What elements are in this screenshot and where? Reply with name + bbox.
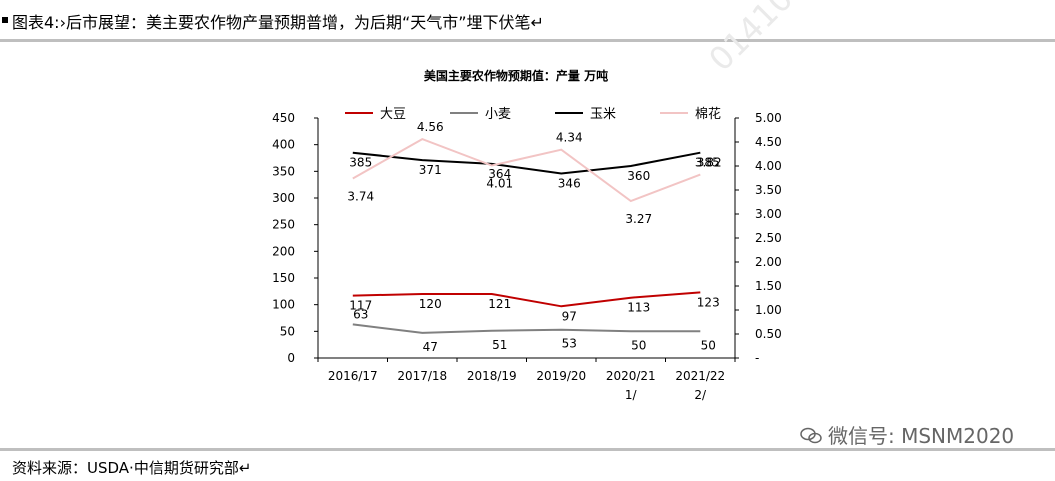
y-left-tick-label: 0 [287, 351, 295, 365]
y-left-tick-label: 450 [272, 111, 295, 125]
legend-label: 玉米 [590, 107, 616, 122]
chart-title: 美国主要农作物预期值：产量 万吨 [424, 68, 608, 83]
data-label: 385 [697, 156, 720, 170]
y-right-tick-label: 0.50 [755, 327, 782, 341]
bullet-marker [2, 17, 8, 23]
x-tick-label: 2/ [694, 388, 707, 402]
wechat-watermark: 微信号: MSNM2020 [800, 420, 1014, 449]
data-label: 53 [562, 337, 577, 351]
data-label: 51 [492, 338, 507, 352]
x-tick-label: 2016/17 [328, 369, 378, 383]
y-left-tick-label: 150 [272, 271, 295, 285]
y-right-tick-label: 2.50 [755, 231, 782, 245]
data-label: 4.34 [556, 131, 583, 145]
y-right-tick-label: - [755, 351, 759, 365]
series-line [352, 151, 701, 175]
data-label: 364 [488, 167, 511, 181]
header-rule [0, 39, 1055, 42]
legend: 大豆 小麦 玉米 棉花 [345, 106, 721, 122]
data-label: 113 [627, 301, 650, 315]
x-tick-label: 1/ [625, 388, 638, 402]
data-label: 63 [353, 307, 368, 321]
data-label: 50 [701, 338, 716, 352]
x-tick-label: 2017/18 [397, 369, 447, 383]
data-label: 4.56 [417, 120, 444, 134]
data-label: 120 [419, 297, 442, 311]
legend-label: 小麦 [485, 107, 511, 122]
wechat-icon [800, 427, 822, 444]
legend-label: 棉花 [695, 106, 721, 122]
figure-title: 图表4:›后市展望：美主要农作物产量预期普增，为后期“天气市”埋下伏笔↵ [12, 13, 544, 32]
data-label: 123 [697, 295, 720, 309]
data-label: 371 [419, 163, 442, 177]
y-right-tick-label: 1.00 [755, 303, 782, 317]
footer: 资料来源：USDA·中信期货研究部↵ [0, 448, 1055, 481]
data-label: 346 [558, 176, 581, 190]
data-label: 97 [562, 309, 577, 323]
legend-label: 大豆 [380, 107, 406, 122]
y-left-tick-label: 250 [272, 218, 295, 232]
data-label: 50 [631, 338, 646, 352]
data-label: 3.82 [695, 156, 722, 170]
wechat-id-text: 微信号: MSNM2020 [828, 424, 1015, 448]
data-labels: 117 120 121 97 113 123 63 47 51 53 50 50 385 371 364 34… [347, 120, 721, 354]
y-right-tick-label: 3.00 [755, 207, 782, 221]
y-right-tick-label: 2.00 [755, 255, 782, 269]
source-note: 资料来源：USDA·中信期货研究部↵ [12, 459, 252, 477]
y-right-tick-label: 4.50 [755, 135, 782, 149]
footer-rule [0, 448, 1055, 451]
x-tick-label: 2021/22 [675, 369, 725, 383]
y-left-tick-label: 50 [280, 324, 295, 338]
data-label: 47 [423, 340, 438, 354]
data-label: 360 [627, 169, 650, 183]
x-tick-label: 2018/19 [467, 369, 517, 383]
axes: 0 50 100 150 200 250 300 350 400 450 - 0.50 1.00 1.50… [272, 111, 782, 402]
series-line [352, 137, 701, 203]
y-left-tick-label: 100 [272, 298, 295, 312]
data-label: 121 [488, 297, 511, 311]
data-label: 4.01 [486, 177, 513, 191]
y-left-tick-label: 200 [272, 244, 295, 258]
series-line [352, 291, 701, 308]
y-right-tick-label: 1.50 [755, 279, 782, 293]
y-right-tick-label: 5.00 [755, 111, 782, 125]
data-label: 3.27 [625, 212, 652, 226]
header: 图表4:›后市展望：美主要农作物产量预期普增，为后期“天气市”埋下伏笔↵ [0, 0, 1055, 42]
x-tick-label: 2020/21 [606, 369, 656, 383]
x-tick-label: 2019/20 [536, 369, 586, 383]
y-left-tick-label: 400 [272, 138, 295, 152]
data-label: 385 [349, 156, 372, 170]
y-left-tick-label: 350 [272, 164, 295, 178]
series-line [352, 323, 701, 334]
data-label: 117 [349, 299, 372, 313]
series-lines [352, 137, 701, 334]
data-label: 3.74 [347, 189, 374, 203]
y-right-tick-label: 3.50 [755, 183, 782, 197]
y-right-tick-label: 4.00 [755, 159, 782, 173]
y-left-tick-label: 300 [272, 191, 295, 205]
